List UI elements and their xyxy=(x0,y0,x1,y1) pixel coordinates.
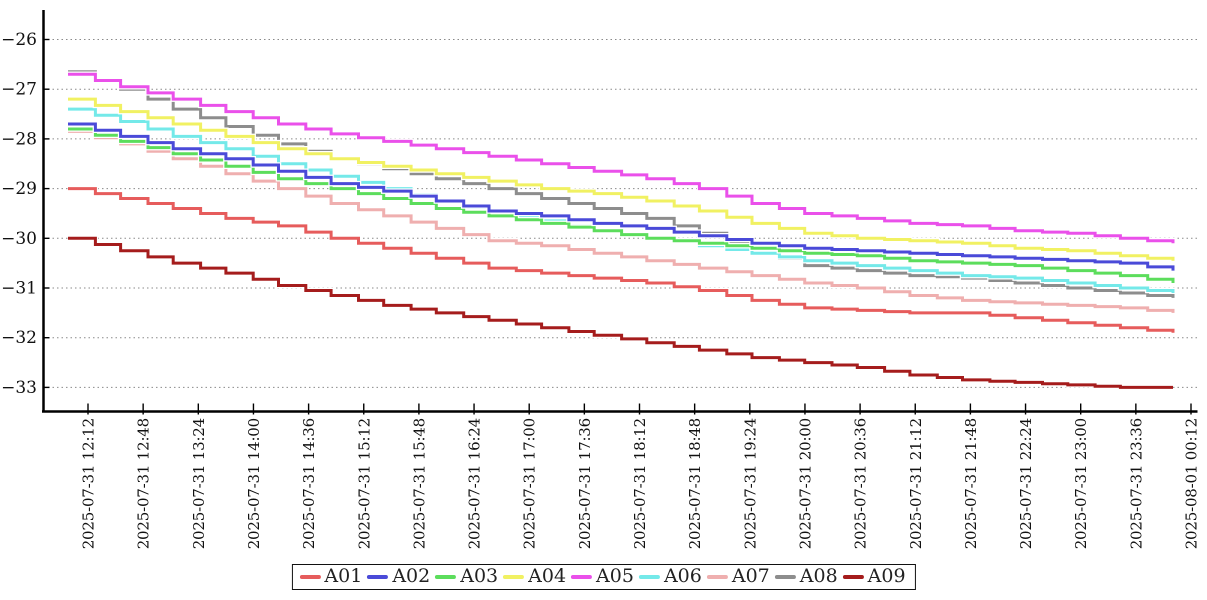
legend-swatch xyxy=(842,574,864,579)
x-tick-label: 2025-07-31 23:00 xyxy=(1072,418,1090,549)
legend-item-a09: A09 xyxy=(842,565,906,587)
x-tick-label: 2025-07-31 14:00 xyxy=(245,418,263,549)
legend-item-a05: A05 xyxy=(571,567,634,586)
legend-swatch xyxy=(503,574,525,579)
legend-swatch xyxy=(435,574,457,579)
legend-label: A02 xyxy=(392,565,431,587)
x-tick-label: 2025-07-31 18:48 xyxy=(686,418,704,549)
legend-item-a04: A04 xyxy=(503,567,566,586)
series-line-a01 xyxy=(68,187,1175,333)
y-tick-label: −31 xyxy=(1,279,37,299)
legend-item-a01: A01 xyxy=(299,567,362,586)
x-tick-label: 2025-08-01 00:12 xyxy=(1183,418,1201,549)
legend-swatch xyxy=(299,574,321,579)
x-tick-label: 2025-07-31 12:48 xyxy=(135,418,153,549)
x-tick-label: 2025-07-31 20:36 xyxy=(852,418,870,549)
legend-item-a07: A07 xyxy=(706,565,770,587)
legend-swatch xyxy=(706,574,728,579)
series-line-a02 xyxy=(68,122,1175,271)
x-tick-label: 2025-07-31 23:36 xyxy=(1127,418,1145,549)
series-line-a07 xyxy=(68,129,1175,313)
legend-item-a02: A02 xyxy=(367,567,430,586)
x-tick-label: 2025-07-31 12:12 xyxy=(80,418,98,549)
y-tick-label: −33 xyxy=(1,378,37,398)
legend-swatch xyxy=(638,574,660,579)
x-tick-label: 2025-07-31 17:00 xyxy=(521,418,539,549)
y-tick-label: −28 xyxy=(1,129,37,149)
x-tick-label: 2025-07-31 15:12 xyxy=(355,418,373,549)
x-tick-label: 2025-07-31 16:24 xyxy=(466,418,484,549)
y-tick-label: −30 xyxy=(1,229,37,249)
legend-label: A05 xyxy=(596,565,634,587)
legend: A01 A02 A03 A04 A05 A06 A07 A08 A09 xyxy=(291,564,916,590)
y-tick-label: −29 xyxy=(1,179,37,199)
legend-swatch xyxy=(571,574,593,579)
x-tick-label: 2025-07-31 14:36 xyxy=(300,418,318,549)
x-tick-label: 2025-07-31 15:48 xyxy=(410,418,428,549)
y-tick-label: −32 xyxy=(1,328,37,348)
legend-label: A04 xyxy=(528,565,567,587)
legend-label: A08 xyxy=(799,565,838,587)
legend-swatch xyxy=(774,574,796,579)
legend-item-a03: A03 xyxy=(435,567,498,586)
legend-label: A03 xyxy=(460,565,499,587)
legend-item-a08: A08 xyxy=(774,565,838,587)
x-tick-label: 2025-07-31 13:24 xyxy=(190,418,208,549)
x-tick-label: 2025-07-31 22:24 xyxy=(1017,418,1035,549)
x-tick-label: 2025-07-31 17:36 xyxy=(576,418,594,549)
series-line-a04 xyxy=(68,97,1175,261)
series-line-a05 xyxy=(68,72,1175,244)
legend-item-a06: A06 xyxy=(638,565,702,587)
legend-label: A09 xyxy=(867,565,906,587)
y-tick-label: −26 xyxy=(1,30,37,50)
x-tick-label: 2025-07-31 19:24 xyxy=(741,418,759,549)
x-tick-label: 2025-07-31 18:12 xyxy=(631,418,649,549)
x-tick-label: 2025-07-31 20:00 xyxy=(796,418,814,549)
legend-swatch xyxy=(367,574,389,579)
series-line-a03 xyxy=(68,127,1175,283)
x-tick-label: 2025-07-31 21:12 xyxy=(907,418,925,549)
y-tick-label: −27 xyxy=(1,80,37,100)
x-tick-label: 2025-07-31 21:48 xyxy=(962,418,980,549)
legend-label: A01 xyxy=(324,565,363,587)
series-line-a09 xyxy=(68,236,1173,389)
legend-label: A06 xyxy=(663,565,702,587)
legend-label: A07 xyxy=(731,565,770,587)
